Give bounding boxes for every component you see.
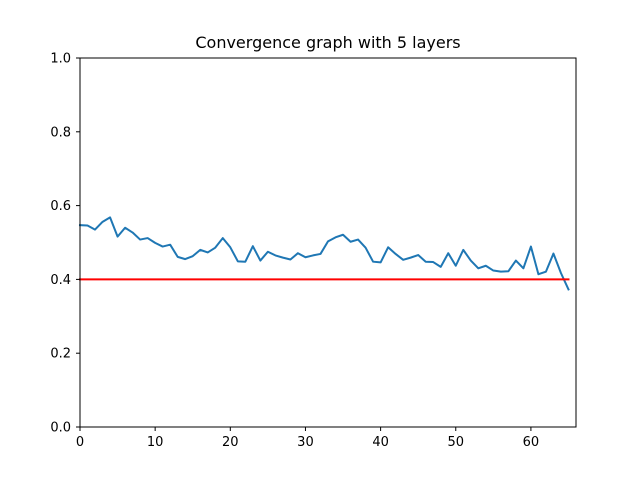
y-tick-label: 0.2 (50, 347, 71, 362)
x-tick-label: 50 (447, 435, 464, 450)
y-tick-label: 0.4 (50, 273, 71, 288)
chart-title: Convergence graph with 5 layers (195, 33, 460, 52)
y-tick-label: 0.6 (50, 199, 71, 214)
y-tick-label: 1.0 (50, 52, 71, 67)
x-tick-label: 0 (76, 435, 84, 450)
convergence-series-line (78, 216, 570, 291)
x-tick-label: 60 (523, 435, 540, 450)
x-tick-label: 10 (147, 435, 164, 450)
x-tick-label: 30 (297, 435, 314, 450)
x-tick-label: 20 (222, 435, 239, 450)
y-tick-label: 0.8 (50, 125, 71, 140)
series-group (78, 216, 570, 291)
x-tick-label: 40 (372, 435, 389, 450)
axes-frame (79, 57, 577, 428)
y-tick-label: 0.0 (50, 421, 71, 436)
